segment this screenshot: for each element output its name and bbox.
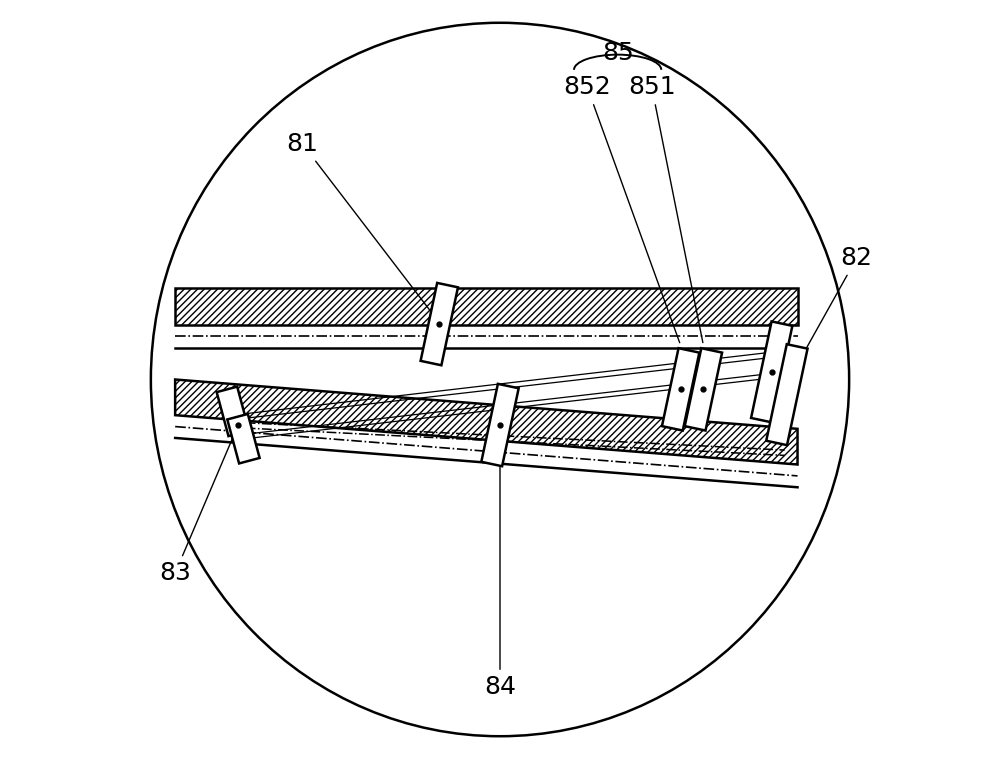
Polygon shape — [175, 380, 798, 465]
Text: 85: 85 — [602, 41, 634, 65]
Polygon shape — [751, 322, 792, 422]
Text: 81: 81 — [287, 132, 438, 320]
Polygon shape — [662, 348, 699, 430]
Text: 82: 82 — [786, 246, 873, 385]
Polygon shape — [175, 288, 798, 325]
Text: 84: 84 — [484, 428, 516, 699]
Polygon shape — [481, 384, 519, 466]
Polygon shape — [227, 414, 260, 464]
Text: 852: 852 — [563, 75, 680, 343]
Polygon shape — [766, 345, 808, 445]
Polygon shape — [421, 283, 458, 365]
Polygon shape — [217, 386, 249, 436]
Polygon shape — [685, 348, 722, 430]
Text: 851: 851 — [628, 75, 703, 342]
Text: 83: 83 — [159, 427, 237, 585]
